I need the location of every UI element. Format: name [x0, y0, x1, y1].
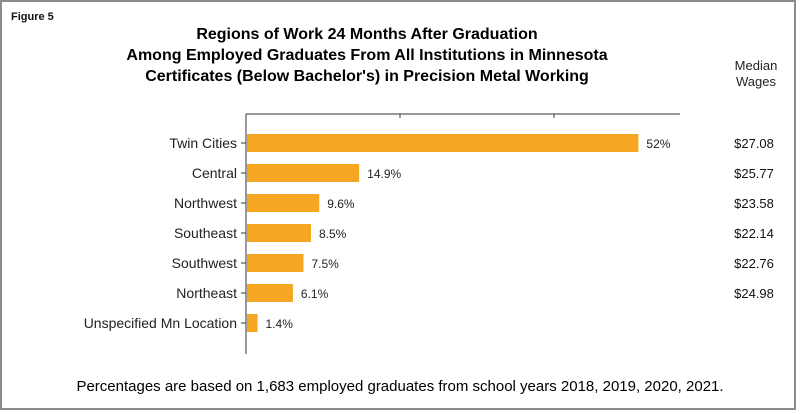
category-label-4: Southeast — [174, 225, 237, 241]
data-label-3: 9.6% — [327, 197, 355, 211]
data-label-6: 6.1% — [301, 287, 329, 301]
median-wage-5: $22.76 — [734, 256, 774, 271]
title-line-1: Regions of Work 24 Months After Graduati… — [196, 26, 538, 43]
data-label-2: 14.9% — [367, 167, 401, 181]
category-label-1: Twin Cities — [169, 135, 237, 151]
figure-label: Figure 5 — [11, 11, 54, 23]
bar-1 — [247, 134, 639, 152]
category-label-2: Central — [192, 165, 237, 181]
bar-7 — [247, 314, 258, 332]
category-label-3: Northwest — [174, 195, 237, 211]
title-line-3: Certificates (Below Bachelor's) in Preci… — [145, 68, 589, 85]
median-wage-4: $22.14 — [734, 226, 774, 241]
median-header-line-2: Wages — [736, 74, 776, 89]
data-label-5: 7.5% — [311, 257, 339, 271]
footnote: Percentages are based on 1,683 employed … — [76, 378, 724, 395]
category-label-7: Unspecified Mn Location — [84, 315, 237, 331]
median-header-line-1: Median — [734, 58, 778, 73]
median-wage-3: $23.58 — [734, 196, 774, 211]
median-wage-1: $27.08 — [734, 136, 774, 151]
bar-4 — [247, 224, 311, 242]
median-wage-6: $24.98 — [734, 286, 774, 301]
data-label-1: 52% — [646, 137, 670, 151]
title-line-2: Among Employed Graduates From All Instit… — [126, 47, 608, 64]
bar-6 — [247, 284, 293, 302]
category-label-5: Southwest — [172, 255, 237, 271]
category-label-6: Northeast — [176, 285, 237, 301]
bar-3 — [247, 194, 320, 212]
median-wages-header: Median Wages — [718, 58, 794, 90]
bar-2 — [247, 164, 360, 182]
median-wage-2: $25.77 — [734, 166, 774, 181]
data-label-7: 1.4% — [266, 317, 294, 331]
data-label-4: 8.5% — [319, 227, 347, 241]
bar-5 — [247, 254, 304, 272]
chart-title: Regions of Work 24 Months After Graduati… — [82, 24, 652, 87]
